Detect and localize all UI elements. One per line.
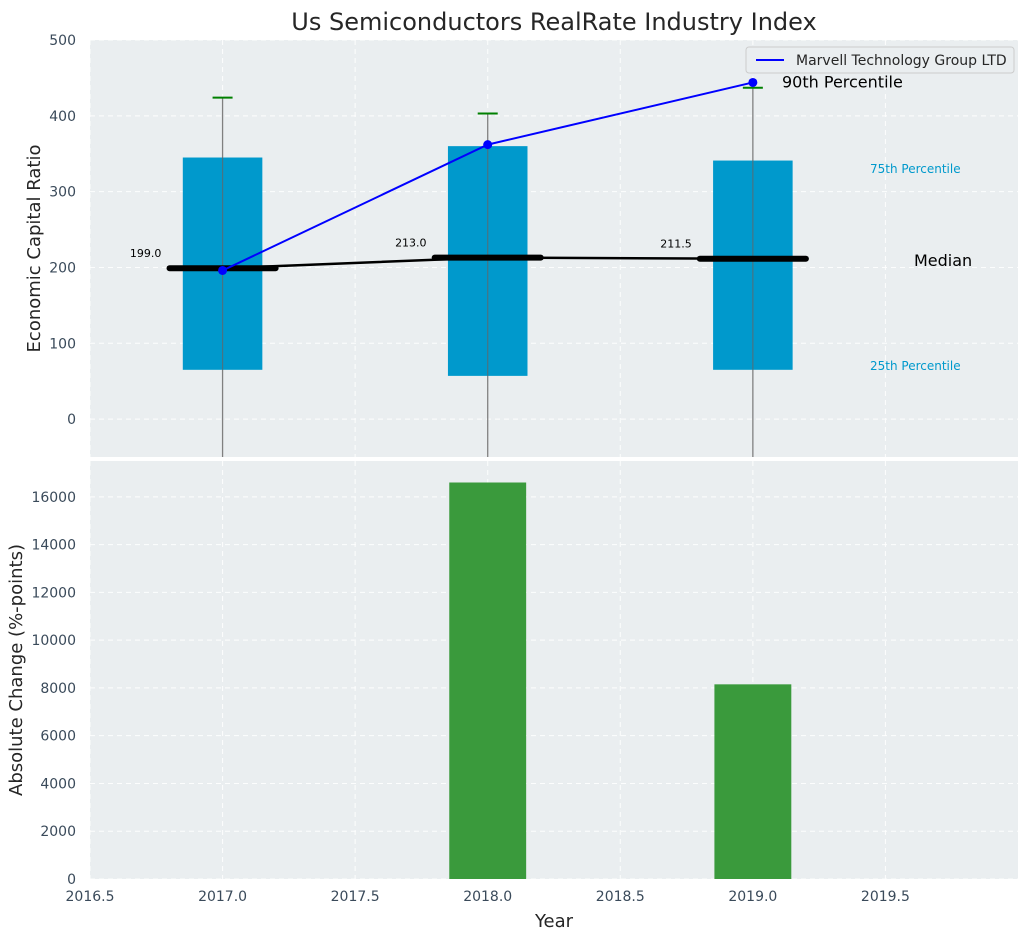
change-bar bbox=[714, 684, 792, 879]
bottom-y-tick-label: 10000 bbox=[31, 633, 76, 649]
bottom-y-axis-label: Absolute Change (%-points) bbox=[6, 544, 27, 796]
x-tick-label: 2018.5 bbox=[596, 889, 645, 905]
legend-box bbox=[745, 46, 1015, 74]
top-y-tick-label: 0 bbox=[67, 412, 76, 428]
x-tick-label: 2017.0 bbox=[198, 889, 247, 905]
bottom-y-tick-label: 12000 bbox=[31, 585, 76, 601]
top-y-tick-label: 500 bbox=[49, 33, 76, 49]
top-y-tick-label: 100 bbox=[49, 336, 76, 352]
bottom-y-tick-label: 16000 bbox=[31, 490, 76, 506]
x-tick-label: 2017.5 bbox=[331, 889, 380, 905]
bottom-y-tick-label: 0 bbox=[67, 872, 76, 888]
x-tick-label: 2016.5 bbox=[66, 889, 115, 905]
x-tick-label: 2019.5 bbox=[861, 889, 910, 905]
bottom-y-tick-label: 8000 bbox=[40, 681, 76, 697]
bottom-y-tick-label: 4000 bbox=[40, 776, 76, 792]
chart-title: Us Semiconductors RealRate Industry Inde… bbox=[291, 8, 816, 36]
annotation-90th-percentile: 90th Percentile bbox=[782, 72, 903, 91]
annotation-25th-percentile: 25th Percentile bbox=[870, 359, 961, 373]
bottom-y-tick-label: 2000 bbox=[40, 824, 76, 840]
annotation-median: Median bbox=[914, 251, 972, 270]
bottom-plot-area bbox=[90, 461, 1018, 879]
median-value-label: 199.0 bbox=[130, 247, 162, 260]
top-y-axis-label: Economic Capital Ratio bbox=[24, 145, 45, 353]
median-trend-line bbox=[222, 256, 753, 270]
series-point bbox=[748, 77, 758, 87]
top-y-tick-label: 400 bbox=[49, 109, 76, 125]
legend-label: Marvell Technology Group LTD bbox=[796, 53, 1007, 69]
x-tick-label: 2019.0 bbox=[728, 889, 777, 905]
annotation-75th-percentile: 75th Percentile bbox=[870, 162, 961, 176]
x-tick-label: 2018.0 bbox=[463, 889, 512, 905]
change-bar bbox=[449, 482, 527, 879]
bottom-y-tick-label: 14000 bbox=[31, 538, 76, 554]
x-axis-label: Year bbox=[534, 911, 574, 932]
top-y-tick-label: 300 bbox=[49, 185, 76, 201]
series-point bbox=[483, 140, 493, 150]
bottom-y-tick-label: 6000 bbox=[40, 729, 76, 745]
median-value-label: 211.5 bbox=[660, 238, 692, 251]
top-y-tick-label: 200 bbox=[49, 260, 76, 276]
series-point bbox=[218, 265, 228, 275]
median-value-label: 213.0 bbox=[395, 237, 427, 250]
